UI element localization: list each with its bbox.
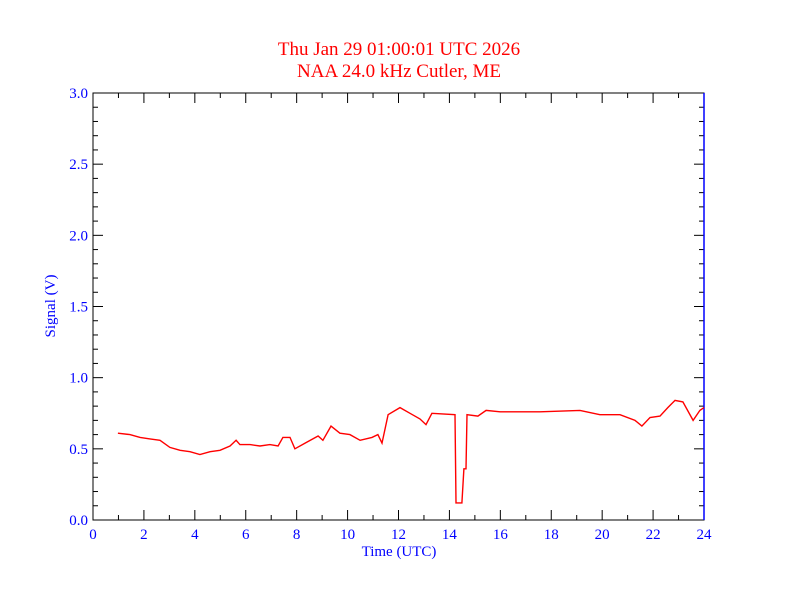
x-tick-label: 18 bbox=[544, 527, 559, 543]
x-tick-label: 14 bbox=[442, 527, 458, 543]
x-tick-label: 8 bbox=[293, 527, 301, 543]
y-tick-label: 1.5 bbox=[69, 300, 88, 316]
y-tick-labels: 0.0 0.5 1.0 1.5 2.0 2.5 3.0 bbox=[69, 86, 88, 529]
x-tick-label: 12 bbox=[391, 527, 406, 543]
x-tick-label: 20 bbox=[595, 527, 610, 543]
chart-title: Thu Jan 29 01:00:01 UTC 2026 bbox=[278, 39, 520, 60]
y-tick-label: 2.5 bbox=[69, 157, 88, 173]
x-tick-labels: 0 2 4 6 8 10 12 14 16 18 20 22 24 bbox=[89, 527, 712, 543]
y-tick-label: 1.0 bbox=[69, 371, 88, 387]
x-tick-label: 0 bbox=[89, 527, 97, 543]
axis-ticks bbox=[92, 92, 705, 521]
x-axis-label: Time (UTC) bbox=[362, 544, 437, 560]
x-tick-label: 22 bbox=[646, 527, 661, 543]
plot-frame bbox=[92, 92, 705, 521]
y-tick-label: 0.5 bbox=[69, 442, 88, 458]
x-tick-label: 10 bbox=[340, 527, 355, 543]
y-axis-label: Signal (V) bbox=[43, 275, 59, 338]
x-tick-label: 2 bbox=[140, 527, 148, 543]
x-tick-label: 4 bbox=[191, 527, 199, 543]
chart-subtitle: NAA 24.0 kHz Cutler, ME bbox=[297, 61, 501, 82]
x-tick-label: 6 bbox=[242, 527, 250, 543]
signal-line bbox=[117, 399, 705, 504]
y-tick-label: 3.0 bbox=[69, 86, 88, 102]
y-tick-label: 0.0 bbox=[69, 513, 88, 529]
y-tick-label: 2.0 bbox=[69, 228, 88, 244]
x-tick-label: 16 bbox=[493, 527, 509, 543]
x-tick-label: 24 bbox=[697, 527, 713, 543]
